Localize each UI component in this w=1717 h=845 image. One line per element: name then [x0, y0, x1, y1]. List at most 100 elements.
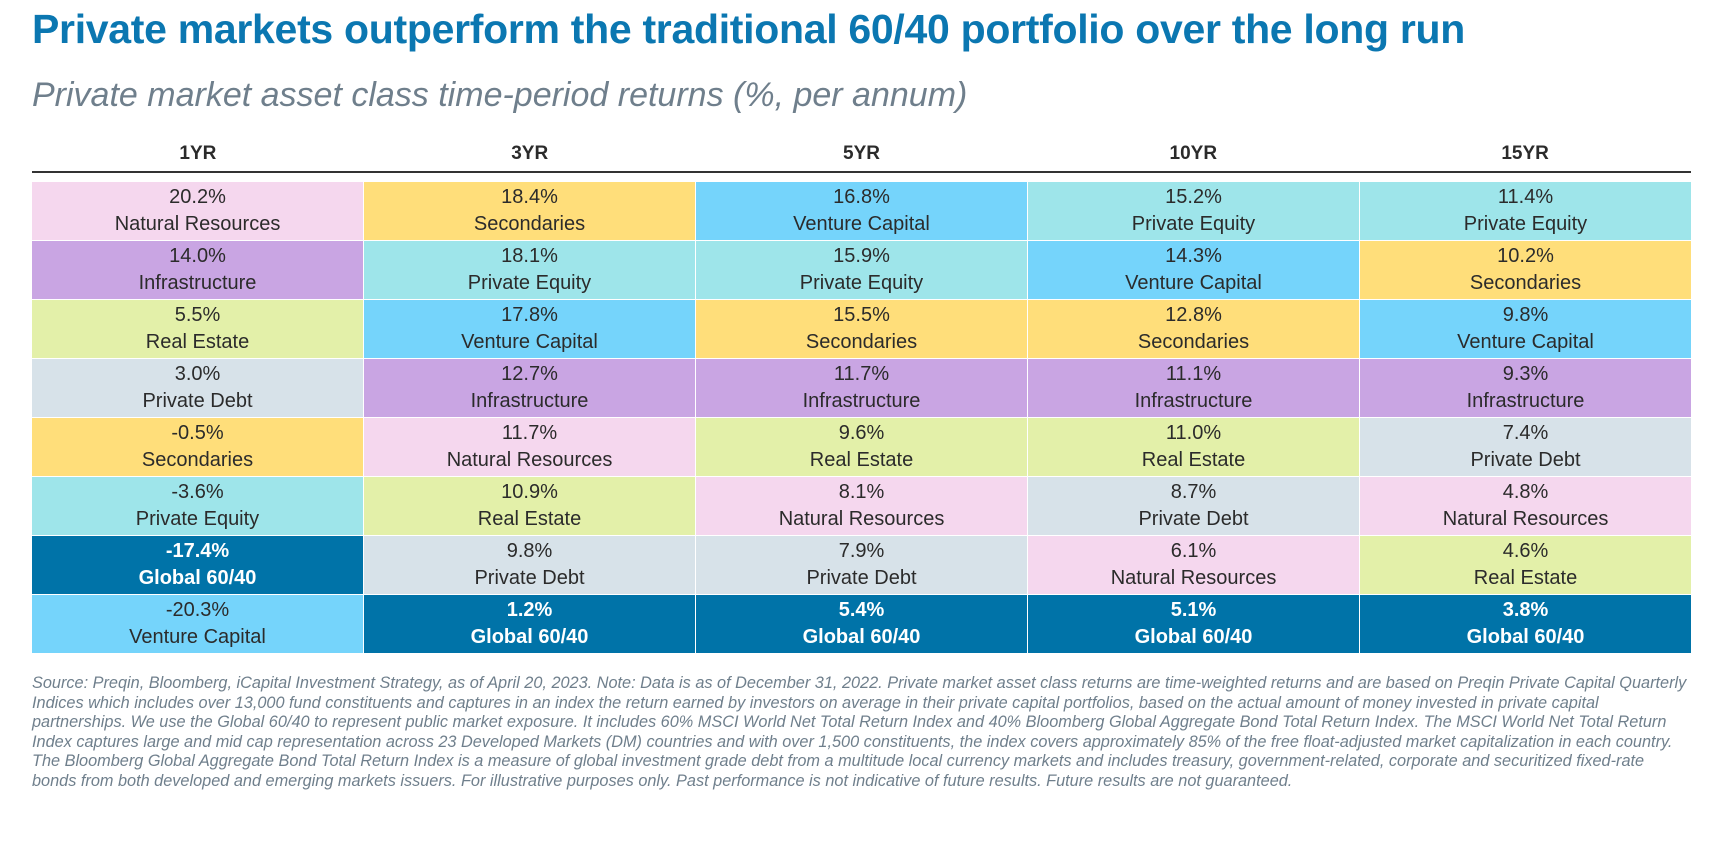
table-row: -20.3% Venture Capital 1.2% Global 60/40 5.4…: [32, 595, 1691, 654]
table-row: 3.0% Private Debt 12.7% Infrastructure 11.7%…: [32, 359, 1691, 418]
cell-label: Private Equity: [799, 272, 924, 294]
cell-label: Private Debt: [142, 390, 253, 412]
returns-table: 1YR 3YR 5YR 10YR 15YR 20.2% Natural Resources…: [32, 137, 1691, 654]
cell-value: 20.2%: [169, 186, 226, 208]
cell-value: 7.9%: [838, 540, 885, 562]
cell-value: 7.4%: [1502, 422, 1549, 444]
cell-label: Private Debt: [806, 567, 917, 589]
column-header-5yr: 5YR: [843, 143, 880, 164]
cell-value: 3.0%: [174, 363, 221, 385]
cell-3yr-infrastructure: 12.7% Infrastructure: [364, 359, 696, 417]
cell-value: 15.5%: [833, 304, 890, 326]
cell-label: Global 60/40: [470, 626, 589, 648]
cell-3yr-private-equity: 18.1% Private Equity: [364, 241, 696, 299]
cell-5yr-private-debt: 7.9% Private Debt: [696, 536, 1028, 594]
cell-value: -0.5%: [171, 422, 224, 444]
cell-label: Natural Resources: [446, 449, 613, 471]
cell-label: Global 60/40: [802, 626, 921, 648]
cell-5yr-global-60-40: 5.4% Global 60/40: [696, 595, 1028, 653]
cell-value: 12.8%: [1165, 304, 1222, 326]
cell-value: 11.1%: [1165, 363, 1222, 385]
cell-15yr-secondaries: 10.2% Secondaries: [1360, 241, 1691, 299]
cell-10yr-venture-capital: 14.3% Venture Capital: [1028, 241, 1360, 299]
chart-subtitle: Private market asset class time-period r…: [32, 76, 968, 114]
cell-10yr-infrastructure: 11.1% Infrastructure: [1028, 359, 1360, 417]
cell-value: 17.8%: [501, 304, 558, 326]
cell-3yr-venture-capital: 17.8% Venture Capital: [364, 300, 696, 358]
cell-label: Private Equity: [135, 508, 260, 530]
cell-label: Infrastructure: [1466, 390, 1585, 412]
cell-label: Natural Resources: [778, 508, 945, 530]
cell-15yr-private-debt: 7.4% Private Debt: [1360, 418, 1691, 476]
cell-1yr-real-estate: 5.5% Real Estate: [32, 300, 364, 358]
column-header-15yr: 15YR: [1501, 143, 1549, 164]
cell-value: 1.2%: [506, 599, 553, 621]
cell-15yr-natural-resources: 4.8% Natural Resources: [1360, 477, 1691, 535]
cell-label: Venture Capital: [793, 213, 930, 235]
cell-value: 5.1%: [1170, 599, 1217, 621]
table-row: -3.6% Private Equity 10.9% Real Estate 8.1% N…: [32, 477, 1691, 536]
cell-label: Secondaries: [1137, 331, 1250, 353]
cell-label: Natural Resources: [1110, 567, 1277, 589]
cell-label: Private Equity: [467, 272, 592, 294]
cell-label: Global 60/40: [138, 567, 257, 589]
cell-10yr-private-equity: 15.2% Private Equity: [1028, 182, 1360, 240]
cell-15yr-venture-capital: 9.8% Venture Capital: [1360, 300, 1691, 358]
cell-label: Natural Resources: [114, 213, 281, 235]
cell-label: Real Estate: [809, 449, 914, 471]
cell-label: Real Estate: [1141, 449, 1246, 471]
cell-5yr-real-estate: 9.6% Real Estate: [696, 418, 1028, 476]
cell-15yr-real-estate: 4.6% Real Estate: [1360, 536, 1691, 594]
cell-value: 9.8%: [506, 540, 553, 562]
cell-value: 5.5%: [174, 304, 221, 326]
cell-1yr-venture-capital: -20.3% Venture Capital: [32, 595, 364, 653]
source-footnote: Source: Preqin, Bloomberg, iCapital Inve…: [32, 674, 1687, 790]
cell-value: 10.2%: [1497, 245, 1554, 267]
cell-label: Real Estate: [145, 331, 250, 353]
cell-label: Venture Capital: [129, 626, 266, 648]
cell-label: Natural Resources: [1442, 508, 1609, 530]
cell-15yr-infrastructure: 9.3% Infrastructure: [1360, 359, 1691, 417]
cell-value: 5.4%: [838, 599, 885, 621]
cell-label: Infrastructure: [802, 390, 921, 412]
cell-15yr-private-equity: 11.4% Private Equity: [1360, 182, 1691, 240]
cell-5yr-venture-capital: 16.8% Venture Capital: [696, 182, 1028, 240]
cell-value: 10.9%: [501, 481, 558, 503]
cell-label: Real Estate: [1473, 567, 1578, 589]
cell-value: 11.4%: [1497, 186, 1554, 208]
cell-10yr-private-debt: 8.7% Private Debt: [1028, 477, 1360, 535]
cell-label: Private Debt: [1138, 508, 1249, 530]
cell-5yr-infrastructure: 11.7% Infrastructure: [696, 359, 1028, 417]
cell-label: Secondaries: [141, 449, 254, 471]
cell-value: 14.3%: [1165, 245, 1222, 267]
column-header-10yr: 10YR: [1169, 143, 1218, 164]
cell-value: 18.1%: [501, 245, 558, 267]
cell-label: Secondaries: [473, 213, 586, 235]
cell-3yr-global-60-40: 1.2% Global 60/40: [364, 595, 696, 653]
cell-label: Private Debt: [1470, 449, 1581, 471]
cell-value: 3.8%: [1502, 599, 1549, 621]
cell-value: 4.6%: [1502, 540, 1549, 562]
cell-label: Infrastructure: [1134, 390, 1253, 412]
cell-value: 9.6%: [838, 422, 885, 444]
cell-value: 18.4%: [501, 186, 558, 208]
cell-5yr-natural-resources: 8.1% Natural Resources: [696, 477, 1028, 535]
cell-label: Venture Capital: [1457, 331, 1594, 353]
cell-label: Global 60/40: [1466, 626, 1585, 648]
cell-value: 16.8%: [833, 186, 890, 208]
cell-10yr-natural-resources: 6.1% Natural Resources: [1028, 536, 1360, 594]
column-header-1yr: 1YR: [179, 143, 217, 164]
cell-3yr-natural-resources: 11.7% Natural Resources: [364, 418, 696, 476]
cell-5yr-private-equity: 15.9% Private Equity: [696, 241, 1028, 299]
cell-label: Secondaries: [805, 331, 918, 353]
cell-value: 4.8%: [1502, 481, 1549, 503]
cell-1yr-global-60-40: -17.4% Global 60/40: [32, 536, 364, 594]
cell-3yr-real-estate: 10.9% Real Estate: [364, 477, 696, 535]
table-row: -17.4% Global 60/40 9.8% Private Debt 7.9% Pr…: [32, 536, 1691, 595]
cell-label: Venture Capital: [461, 331, 598, 353]
cell-label: Real Estate: [477, 508, 582, 530]
cell-15yr-global-60-40: 3.8% Global 60/40: [1360, 595, 1691, 653]
cell-label: Infrastructure: [138, 272, 257, 294]
cell-1yr-secondaries: -0.5% Secondaries: [32, 418, 364, 476]
cell-value: 12.7%: [501, 363, 558, 385]
